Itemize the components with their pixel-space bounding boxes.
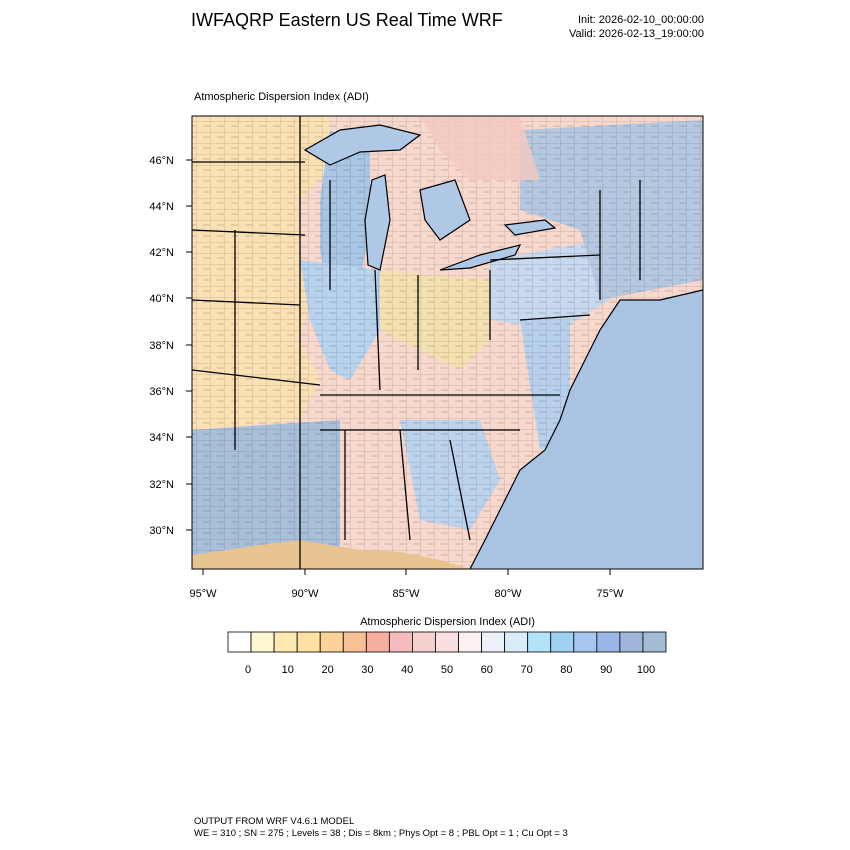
colorbar-tick-label: 0 [244,664,252,676]
gulf-of-mexico [192,540,470,569]
colorbar-swatch [504,631,529,653]
lat-label-44: 44°N [149,201,174,213]
lake-ontario [503,219,557,236]
map-frame [191,115,704,570]
panel-title: Atmospheric Dispersion Index (ADI) [194,91,369,103]
colorbar-swatch [458,631,482,653]
colorbar-swatch [273,631,298,653]
lat-label-34: 34°N [149,432,174,444]
colorbar-swatch [619,631,644,653]
atlantic-ocean [470,290,703,569]
lon-label-95: 95°W [189,588,217,600]
colorbar-swatch [342,631,367,653]
valid-time: Valid: 2026-02-13_19:00:00 [569,28,704,40]
colorbar-title: Atmospheric Dispersion Index (ADI) [360,616,535,628]
lon-label-85: 85°W [392,588,420,600]
footer-model-line: OUTPUT FROM WRF V4.6.1 MODEL [194,816,355,827]
map-plot-area [192,116,703,569]
footer-config-line: WE = 310 ; SN = 275 ; Levels = 38 ; Dis … [194,828,568,839]
colorbar-swatch [412,631,436,653]
colorbar-swatch [250,631,275,653]
lat-ticks [186,159,192,531]
colorbar-tick-label: 10 [281,664,294,676]
lon-labels: 95°W 90°W 85°W 80°W 75°W [189,588,624,600]
colorbar-swatch [435,631,459,653]
colorbar-tick-label: 100 [636,664,656,676]
colorbar-swatch [319,631,344,653]
lat-label-32: 32°N [149,479,174,491]
lat-label-40: 40°N [149,293,174,305]
colorbar-swatch [642,631,667,653]
colorbar-tick-label: 70 [520,664,533,676]
lon-label-90: 90°W [291,588,319,600]
lat-label-30: 30°N [149,525,174,537]
colorbar-swatch [596,631,621,653]
lon-label-80: 80°W [494,588,522,600]
lake-superior [303,124,422,166]
state-boundaries [192,116,641,569]
page-title: IWFAQRP Eastern US Real Time WRF [191,10,503,30]
colorbar-tick-label: 90 [600,664,613,676]
colorbar-swatch [527,631,552,653]
lat-label-36: 36°N [149,386,174,398]
lon-label-75: 75°W [596,588,624,600]
colorbar-tick-label: 60 [480,664,493,676]
lake-erie [439,244,522,271]
ontario-canada [420,116,540,180]
colorbar-swatch [573,631,598,653]
colorbar-tick-label: 50 [440,664,454,676]
colorbar-swatch [388,631,413,653]
lake-huron [419,179,471,241]
init-time: Init: 2026-02-10_00:00:00 [578,14,704,26]
colorbar-swatch [296,631,321,653]
colorbar-tick-label: 30 [361,664,374,676]
lon-ticks [202,569,611,575]
lat-labels: 46°N 44°N 42°N 40°N 38°N 36°N 34°N 32°N … [149,155,174,537]
colorbar-swatch [365,631,390,653]
lat-label-38: 38°N [149,340,174,352]
lake-michigan [364,174,391,271]
colorbar-swatch [227,631,252,653]
colorbar-tick-label: 20 [321,664,334,676]
colorbar-swatch [550,631,575,653]
east-coastline [469,289,703,569]
lat-label-42: 42°N [149,247,174,259]
colorbar-swatch [481,631,506,653]
colorbar [227,631,667,653]
colorbar-tick-label: 80 [560,664,573,676]
lat-label-46: 46°N [149,155,174,167]
colorbar-tick-label: 40 [401,664,414,676]
